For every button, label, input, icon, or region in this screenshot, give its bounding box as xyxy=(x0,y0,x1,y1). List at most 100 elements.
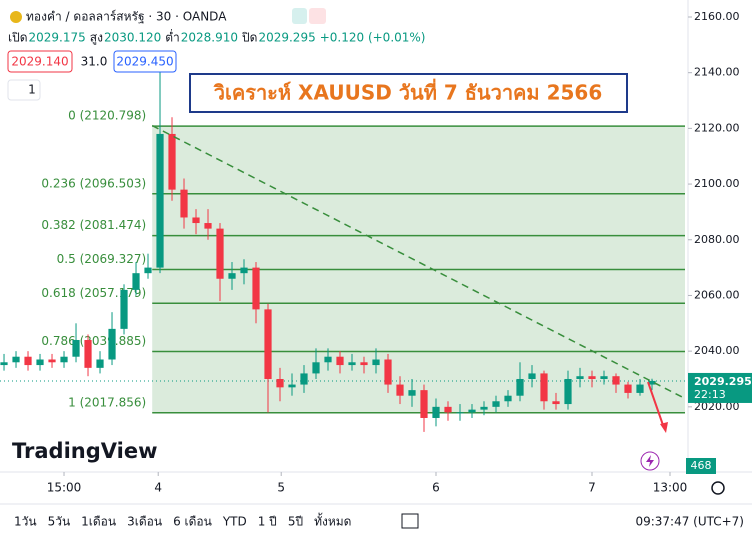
indicator-badge[interactable] xyxy=(309,8,326,24)
y-tick-label: 2120.00 xyxy=(694,121,740,134)
range-button[interactable]: 6 เดือน xyxy=(173,515,212,529)
last-price-badge xyxy=(688,372,752,403)
candle-body xyxy=(540,373,548,402)
fib-label: 0.236 (2096.503) xyxy=(41,176,146,190)
candle-body xyxy=(228,273,236,279)
candle-body xyxy=(468,409,476,413)
candle-body xyxy=(396,384,404,396)
fib-label: 0.5 (2069.327) xyxy=(57,252,147,266)
candle-body xyxy=(36,359,44,366)
chart-title: วิเคราะห์ XAUUSD วันที่ 7 ธันวาคม 2566 xyxy=(213,78,602,105)
candle-body xyxy=(240,267,248,274)
last-price-label: 2029.295 xyxy=(694,375,752,388)
candle-body xyxy=(288,384,296,388)
y-tick-label: 2080.00 xyxy=(694,233,740,246)
range-button[interactable]: 5วัน xyxy=(48,515,71,529)
candle-body xyxy=(132,273,140,290)
sell-box[interactable] xyxy=(7,50,73,73)
range-button[interactable]: 3เดือน xyxy=(127,515,162,529)
candle-body xyxy=(504,395,512,402)
ohlc-value: 2029.295 xyxy=(258,31,315,45)
range-button[interactable]: YTD xyxy=(222,515,247,529)
candle-body xyxy=(408,390,416,396)
forecast-arrowhead xyxy=(660,422,668,433)
ohlc-value: 2028.910 xyxy=(181,31,238,45)
range-button[interactable]: 5ปี xyxy=(288,515,303,529)
candle-body xyxy=(324,356,332,363)
settings-button[interactable] xyxy=(711,481,725,495)
candle-body xyxy=(528,373,536,379)
candle-body xyxy=(60,356,68,363)
x-tick-label: 13:00 xyxy=(653,481,688,495)
candle-body xyxy=(192,217,200,224)
ohlc-label: สูง xyxy=(90,31,103,46)
volume-label: 468 xyxy=(691,459,712,472)
candle-body xyxy=(552,401,560,405)
candle-body xyxy=(360,362,368,366)
candle-body xyxy=(204,223,212,229)
candle-body xyxy=(120,289,128,329)
candle-body xyxy=(456,412,464,414)
candle-body xyxy=(12,356,20,363)
candle-body xyxy=(168,133,176,190)
indicator-count: 1 xyxy=(28,83,36,97)
candle-body xyxy=(336,356,344,366)
candle-body xyxy=(492,401,500,407)
candle-body xyxy=(588,376,596,379)
y-tick-label: 2020.00 xyxy=(694,400,740,413)
symbol: ทองคำ / ดอลลาร์สหรัฐ · 30 · OANDA xyxy=(26,10,227,24)
symbol-icon xyxy=(10,11,22,23)
candle-body xyxy=(384,359,392,385)
fib-label: 0.786 (2039.885) xyxy=(41,334,146,348)
candle-body xyxy=(96,359,104,368)
ohlc-value: 2029.175 xyxy=(29,31,86,45)
x-tick-label: 6 xyxy=(432,481,440,495)
fib-label: 0.618 (2057.179) xyxy=(41,286,146,300)
candle-body xyxy=(648,380,656,385)
candle-body xyxy=(516,378,524,396)
candle-body xyxy=(480,406,488,410)
sell-price: 2029.140 xyxy=(11,55,68,69)
ohlc-label: ปิด xyxy=(241,31,257,45)
range-button[interactable]: 1 ปี xyxy=(258,515,277,529)
indicator-toggle[interactable] xyxy=(7,79,41,101)
ohlc-label: ต่ำ xyxy=(165,29,180,45)
range-toolbar: 1วัน 5วัน 1เดือน 3เดือน 6 เดือน YTD 1 ปี 5ปี ทั้… xyxy=(14,513,351,529)
countdown: 22:13 xyxy=(694,388,726,401)
candle-body xyxy=(276,378,284,388)
candle-body xyxy=(264,309,272,379)
fib-label: 0.382 (2081.474) xyxy=(41,218,146,232)
candle-body xyxy=(180,189,188,218)
forecast-arrow xyxy=(647,381,665,429)
ohlc-value: 2030.120 xyxy=(104,31,161,45)
range-button[interactable]: 1เดือน xyxy=(81,515,116,529)
buy-box[interactable] xyxy=(113,50,177,73)
y-tick-label: 2060.00 xyxy=(694,288,740,301)
ohlc-label: เปิด xyxy=(8,31,28,45)
ohlc-change: +0.120 (+0.01%) xyxy=(320,31,426,45)
candle-body xyxy=(252,267,260,310)
plot-area: 0 (2120.798) 0.236 (2096.503) 0.382 (2081.… xyxy=(0,55,686,432)
candle-body xyxy=(84,340,92,368)
volume-badge xyxy=(686,458,716,474)
date-range-button[interactable] xyxy=(401,513,419,529)
y-tick-label: 2140.00 xyxy=(694,66,740,79)
y-tick-label: 2040.00 xyxy=(694,344,740,357)
fib-label: 1 (2017.856) xyxy=(68,395,146,409)
candle-body xyxy=(312,362,320,374)
indicator-badge[interactable] xyxy=(292,8,307,24)
candle-body xyxy=(612,376,620,385)
candle-body xyxy=(72,340,80,357)
candle-body xyxy=(348,362,356,366)
range-button[interactable]: ทั้งหมด xyxy=(314,513,351,529)
fib-label: 0 (2120.798) xyxy=(68,109,146,123)
range-button[interactable]: 1วัน xyxy=(14,515,37,529)
candle-body xyxy=(216,228,224,279)
x-tick-label: 15:00 xyxy=(47,481,82,495)
candle-body xyxy=(576,376,584,379)
lightning-icon xyxy=(646,455,654,467)
candle-body xyxy=(624,384,632,393)
candle-body xyxy=(300,373,308,385)
candle-body xyxy=(0,362,8,366)
candle-body xyxy=(564,378,572,405)
